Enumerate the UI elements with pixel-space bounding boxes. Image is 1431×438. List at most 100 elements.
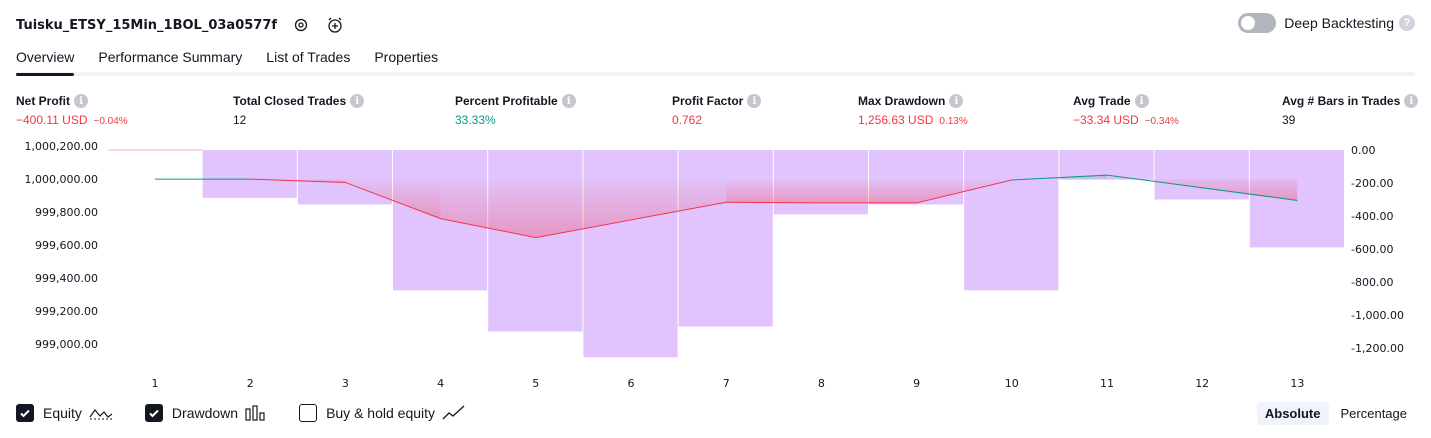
metric-net-profit: Net Profit i −400.11 USD −0.04% bbox=[16, 94, 128, 127]
metric-percent-profitable: Percent Profitable i 33.33% bbox=[455, 94, 576, 127]
equity-line-segment bbox=[916, 179, 1012, 204]
strategy-name[interactable]: Tuisku_ETSY_15Min_1BOL_03a0577f bbox=[16, 17, 278, 33]
help-icon[interactable]: ? bbox=[1399, 15, 1415, 31]
buy-hold-checkbox[interactable] bbox=[299, 404, 318, 422]
metric-label: Avg Trade bbox=[1073, 94, 1131, 108]
buyhold-glyph-icon bbox=[442, 405, 466, 421]
equity-line bbox=[155, 174, 1298, 239]
legend-buy-hold[interactable]: Buy & hold equity bbox=[299, 404, 466, 422]
x-axis-tick: 4 bbox=[437, 377, 444, 390]
legend-label: Drawdown bbox=[171, 405, 239, 421]
x-axis-tick: 7 bbox=[723, 377, 730, 390]
left-axis-tick: 999,400.00 bbox=[35, 272, 98, 285]
legend-drawdown[interactable]: Drawdown bbox=[144, 404, 267, 422]
x-axis-tick: 3 bbox=[342, 377, 349, 390]
drawdown-checkbox[interactable] bbox=[144, 404, 163, 422]
left-axis-tick: 999,000.00 bbox=[35, 338, 98, 351]
metric-avg-bars: Avg # Bars in Trades i 39 bbox=[1282, 94, 1419, 127]
metric-label: Profit Factor bbox=[672, 94, 744, 108]
equity-line-segment bbox=[250, 178, 346, 183]
x-axis-tick: 2 bbox=[247, 377, 254, 390]
metric-label: Avg # Bars in Trades bbox=[1282, 94, 1401, 108]
metric-label: Total Closed Trades bbox=[233, 94, 347, 108]
equity-line-segment bbox=[535, 201, 727, 239]
metric-percent: −0.04% bbox=[93, 116, 128, 127]
x-axis-tick: 5 bbox=[532, 377, 539, 390]
x-axis-tick: 13 bbox=[1290, 377, 1304, 390]
equity-line-segment bbox=[1106, 174, 1298, 201]
x-axis-tick: 12 bbox=[1195, 377, 1209, 390]
metric-percent: 0.13% bbox=[939, 116, 968, 127]
drawdown-bar[interactable] bbox=[964, 150, 1059, 291]
metric-value: −33.34 USD bbox=[1073, 113, 1139, 127]
right-axis-tick: 0.00 bbox=[1351, 144, 1376, 157]
equity-line-segment bbox=[1011, 174, 1108, 181]
legend-equity[interactable]: Equity bbox=[16, 404, 113, 422]
legend-label: Buy & hold equity bbox=[326, 405, 436, 421]
right-axis-tick: -1,000.00 bbox=[1351, 309, 1404, 322]
left-axis: 1,000,200.00 1,000,000.00 999,800.00 999,60… bbox=[25, 140, 98, 351]
info-icon[interactable]: i bbox=[74, 94, 88, 108]
metric-value: 1,256.63 USD bbox=[858, 113, 934, 127]
left-axis-tick: 1,000,200.00 bbox=[25, 140, 98, 153]
drawdown-bar[interactable] bbox=[297, 150, 392, 205]
metric-value: 12 bbox=[233, 113, 247, 127]
drawdown-glyph-icon bbox=[245, 405, 267, 421]
equity-drawdown-chart[interactable]: 1,000,200.00 1,000,000.00 999,800.00 999,60… bbox=[0, 134, 1431, 394]
percentage-button[interactable]: Percentage bbox=[1340, 406, 1408, 421]
metric-value: 39 bbox=[1282, 113, 1296, 127]
x-axis-tick: 9 bbox=[913, 377, 920, 390]
info-icon[interactable]: i bbox=[747, 94, 762, 108]
info-icon[interactable]: i bbox=[561, 94, 576, 108]
metric-value: −400.11 USD bbox=[16, 113, 88, 127]
x-axis-tick: 6 bbox=[628, 377, 635, 390]
chart-legend: Equity Drawdown Buy & hold equity bbox=[16, 404, 498, 422]
metric-max-drawdown: Max Drawdown i 1,256.63 USD 0.13% bbox=[858, 94, 968, 127]
tab-overview[interactable]: Overview bbox=[16, 44, 75, 76]
metric-value: 0.762 bbox=[672, 113, 703, 127]
right-axis-tick: -400.00 bbox=[1351, 210, 1393, 223]
left-axis-tick: 999,200.00 bbox=[35, 305, 98, 318]
drawdown-bar[interactable] bbox=[488, 150, 583, 332]
drawdown-bar[interactable] bbox=[202, 150, 297, 198]
metric-label: Percent Profitable bbox=[455, 94, 558, 108]
metric-avg-trade: Avg Trade i −33.34 USD −0.34% bbox=[1073, 94, 1179, 127]
right-axis: 0.00 -200.00 -400.00 -600.00 -800.00 -1,000.0… bbox=[1351, 144, 1404, 355]
equity-line-segment bbox=[345, 181, 441, 220]
add-alert-icon[interactable] bbox=[325, 15, 345, 35]
settings-icon[interactable] bbox=[291, 15, 311, 35]
metric-label: Max Drawdown bbox=[858, 94, 946, 108]
x-axis-tick: 11 bbox=[1100, 377, 1114, 390]
left-axis-tick: 999,800.00 bbox=[35, 206, 98, 219]
tab-properties[interactable]: Properties bbox=[374, 49, 439, 65]
right-axis-tick: -600.00 bbox=[1351, 243, 1393, 256]
metric-profit-factor: Profit Factor i 0.762 bbox=[672, 94, 762, 127]
absolute-button[interactable]: Absolute bbox=[1256, 402, 1329, 425]
right-axis-tick: -800.00 bbox=[1351, 276, 1393, 289]
deep-backtesting-label: Deep Backtesting bbox=[1284, 15, 1394, 31]
equity-line-segment bbox=[440, 218, 536, 239]
info-icon[interactable]: i bbox=[1134, 94, 1149, 108]
metric-label: Net Profit bbox=[16, 94, 70, 108]
equity-area-segment bbox=[535, 179, 727, 238]
left-axis-tick: 999,600.00 bbox=[35, 239, 98, 252]
deep-backtesting-toggle[interactable] bbox=[1238, 13, 1277, 33]
right-axis-tick: -1,200.00 bbox=[1351, 342, 1404, 355]
right-axis-tick: -200.00 bbox=[1351, 177, 1393, 190]
info-icon[interactable]: i bbox=[949, 94, 964, 108]
legend-label: Equity bbox=[43, 405, 82, 421]
drawdown-bar[interactable] bbox=[678, 150, 773, 327]
x-axis: 1 2 3 4 5 6 7 8 9 10 11 12 13 bbox=[152, 377, 1305, 390]
equity-line-segment bbox=[726, 201, 822, 204]
deep-backtesting: Deep Backtesting ? bbox=[1238, 13, 1415, 33]
x-axis-tick: 1 bbox=[152, 377, 159, 390]
toggle-knob bbox=[1241, 16, 1256, 30]
left-axis-tick: 1,000,000.00 bbox=[25, 173, 98, 186]
info-icon[interactable]: i bbox=[1404, 94, 1419, 108]
info-icon[interactable]: i bbox=[350, 94, 365, 108]
tab-list-of-trades[interactable]: List of Trades bbox=[266, 49, 351, 65]
x-axis-tick: 8 bbox=[818, 377, 825, 390]
tab-performance-summary[interactable]: Performance Summary bbox=[98, 49, 243, 65]
equity-area-segment bbox=[345, 179, 441, 219]
equity-checkbox[interactable] bbox=[16, 404, 34, 422]
